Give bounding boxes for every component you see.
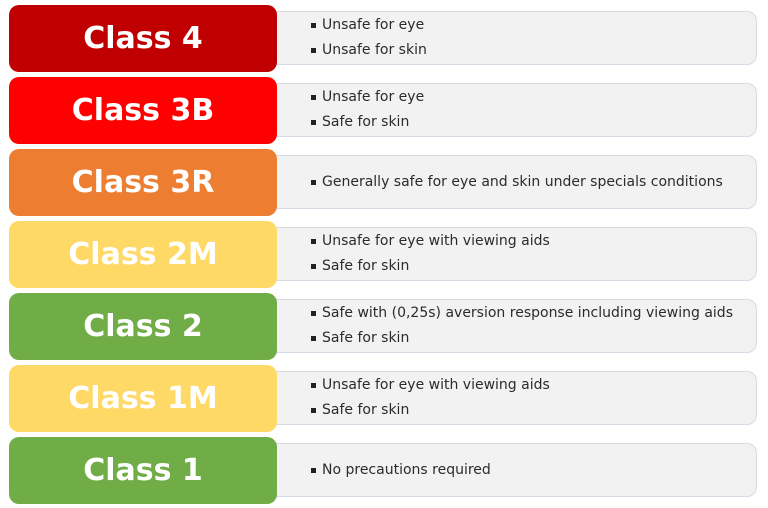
- bullet-icon: [311, 311, 316, 316]
- description-text: Unsafe for eye with viewing aids: [322, 377, 550, 393]
- class-row: Class 2M Unsafe for eye with viewing aids…: [0, 221, 768, 288]
- class-row: Class 3B Unsafe for eye Safe for skin: [0, 77, 768, 144]
- class-description-panel: Unsafe for eye Safe for skin: [268, 83, 757, 137]
- bullet-icon: [311, 179, 316, 185]
- description-item: Unsafe for eye with viewing aids: [311, 229, 756, 254]
- class-label: Class 4: [9, 5, 277, 72]
- description-item: Safe for skin: [311, 398, 756, 423]
- class-label: Class 2: [9, 293, 277, 360]
- class-label: Class 1M: [9, 365, 277, 432]
- description-item: No precautions required: [311, 458, 756, 483]
- class-description-panel: Safe with (0,25s) aversion response incl…: [268, 299, 757, 353]
- description-text: Safe with (0,25s) aversion response incl…: [322, 305, 733, 321]
- description-text: Generally safe for eye and skin under sp…: [322, 173, 723, 190]
- class-label: Class 2M: [9, 221, 277, 288]
- description-text: Unsafe for eye: [322, 17, 425, 33]
- bullet-icon: [311, 467, 316, 473]
- description-item: Safe with (0,25s) aversion response incl…: [311, 301, 756, 326]
- class-description-panel: Unsafe for eye with viewing aids Safe for…: [268, 371, 757, 425]
- description-text: Unsafe for eye: [322, 89, 425, 105]
- class-row: Class 2 Safe with (0,25s) aversion respon…: [0, 293, 768, 360]
- description-text: No precautions required: [322, 461, 491, 478]
- bullet-icon: [311, 120, 316, 125]
- description-item: Unsafe for eye with viewing aids: [311, 373, 756, 398]
- description-item: Unsafe for eye: [311, 85, 756, 110]
- description-item: Unsafe for eye: [311, 13, 756, 38]
- class-description-panel: Unsafe for eye Unsafe for skin: [268, 11, 757, 65]
- class-description-panel: Unsafe for eye with viewing aids Safe for…: [268, 227, 757, 281]
- description-item: Unsafe for skin: [311, 38, 756, 63]
- class-description-panel: No precautions required: [268, 443, 757, 497]
- class-label: Class 3B: [9, 77, 277, 144]
- class-row: Class 1M Unsafe for eye with viewing aids…: [0, 365, 768, 432]
- description-text: Safe for skin: [322, 330, 410, 346]
- description-item: Safe for skin: [311, 326, 756, 351]
- bullet-icon: [311, 23, 316, 28]
- description-item: Safe for skin: [311, 254, 756, 279]
- bullet-icon: [311, 336, 316, 341]
- bullet-icon: [311, 383, 316, 388]
- class-row: Class 3R Generally safe for eye and skin …: [0, 149, 768, 216]
- description-text: Unsafe for eye with viewing aids: [322, 233, 550, 249]
- description-text: Safe for skin: [322, 114, 410, 130]
- bullet-icon: [311, 239, 316, 244]
- description-item: Safe for skin: [311, 110, 756, 135]
- class-label: Class 3R: [9, 149, 277, 216]
- class-label: Class 1: [9, 437, 277, 504]
- class-row: Class 1 No precautions required: [0, 437, 768, 504]
- bullet-icon: [311, 48, 316, 53]
- class-description-panel: Generally safe for eye and skin under sp…: [268, 155, 757, 209]
- description-text: Safe for skin: [322, 402, 410, 418]
- description-text: Unsafe for skin: [322, 42, 427, 58]
- description-text: Safe for skin: [322, 258, 410, 274]
- description-item: Generally safe for eye and skin under sp…: [311, 170, 756, 195]
- bullet-icon: [311, 408, 316, 413]
- bullet-icon: [311, 264, 316, 269]
- class-row: Class 4 Unsafe for eye Unsafe for skin: [0, 5, 768, 72]
- bullet-icon: [311, 95, 316, 100]
